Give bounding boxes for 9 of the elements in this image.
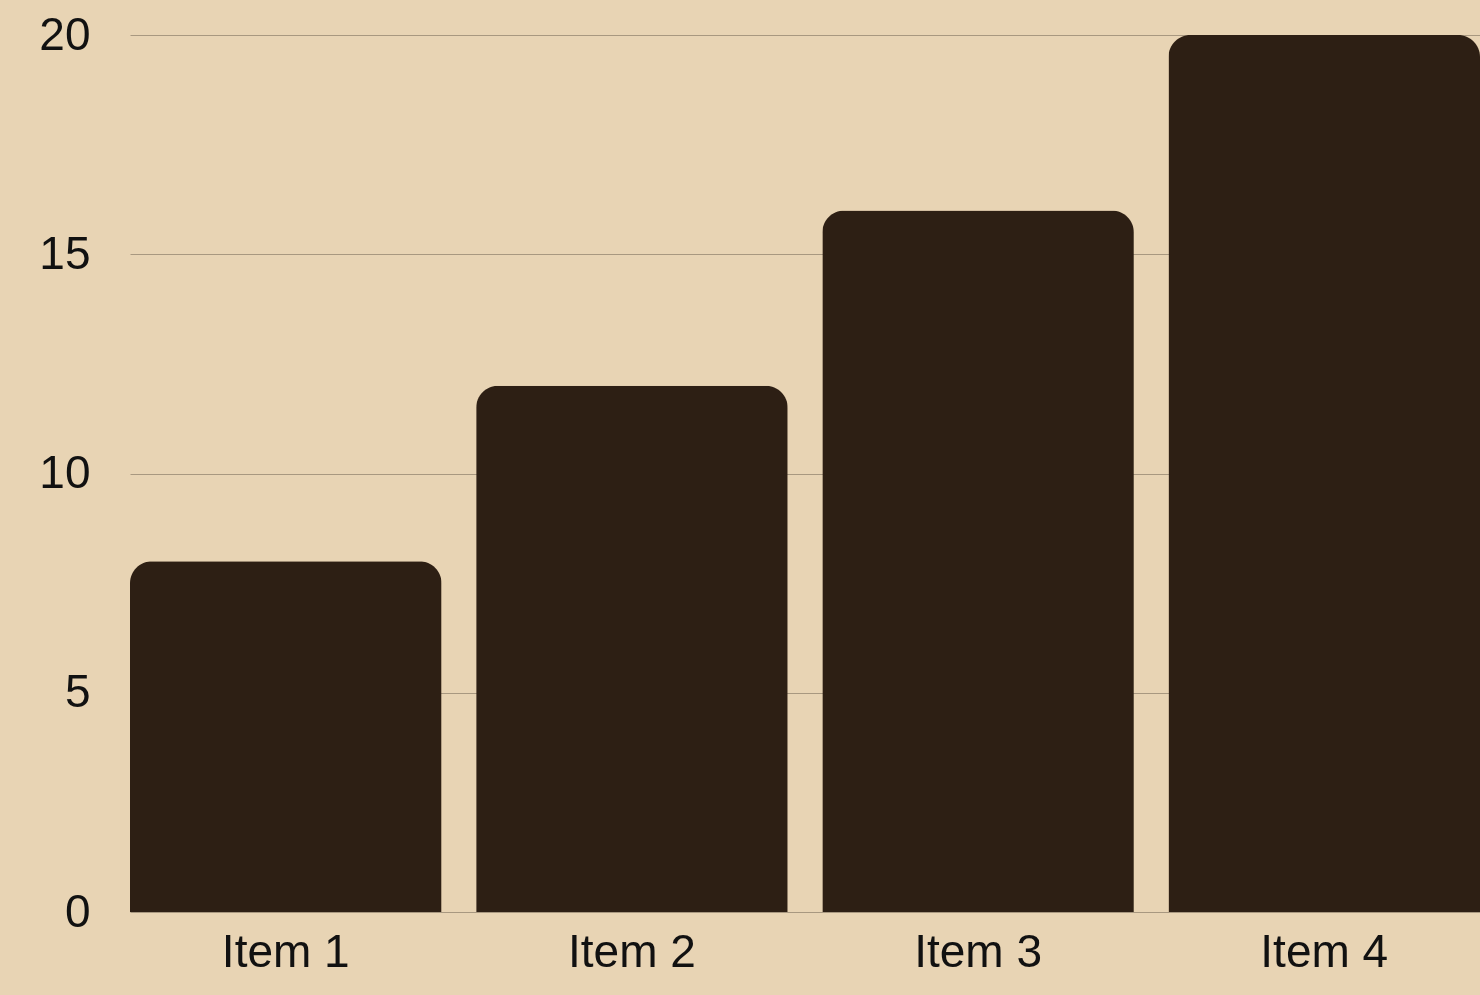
y-tick-label: 0	[64, 884, 91, 937]
y-tick-label: 5	[64, 665, 91, 718]
x-tick-label: Item 2	[568, 924, 696, 977]
x-tick-label: Item 3	[914, 924, 1042, 977]
y-tick-label: 10	[39, 446, 91, 498]
y-tick-label: 15	[39, 226, 91, 279]
x-tick-label: Item 1	[221, 924, 350, 977]
y-tick-label: 20	[39, 7, 91, 60]
x-tick-label: Item 4	[1260, 924, 1389, 977]
